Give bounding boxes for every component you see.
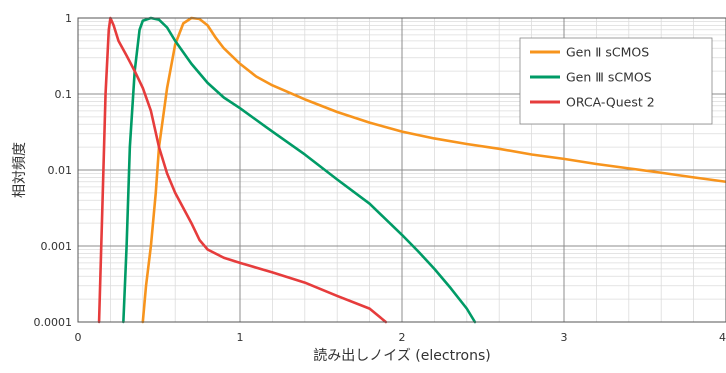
x-tick-label: 2: [399, 331, 406, 344]
y-tick-label: 0.01: [48, 164, 73, 177]
legend-label-1: Gen Ⅱ sCMOS: [566, 45, 649, 60]
y-tick-label: 1: [65, 12, 72, 25]
legend-label-2: Gen Ⅲ sCMOS: [566, 70, 652, 85]
y-tick-label: 0.001: [41, 240, 73, 253]
y-tick-label: 0.0001: [34, 316, 73, 329]
legend-label-3: ORCA-Quest 2: [566, 95, 655, 110]
y-axis-title: 相対頻度: [12, 142, 28, 198]
x-axis-title: 読み出しノイズ (electrons): [313, 347, 490, 364]
x-tick-label: 3: [561, 331, 568, 344]
y-tick-label: 0.1: [55, 88, 73, 101]
x-tick-label: 4: [719, 331, 726, 344]
x-tick-label: 1: [237, 331, 244, 344]
legend: Gen Ⅱ sCMOS Gen Ⅲ sCMOS ORCA-Quest 2: [520, 38, 712, 124]
x-tick-label: 0: [75, 331, 82, 344]
